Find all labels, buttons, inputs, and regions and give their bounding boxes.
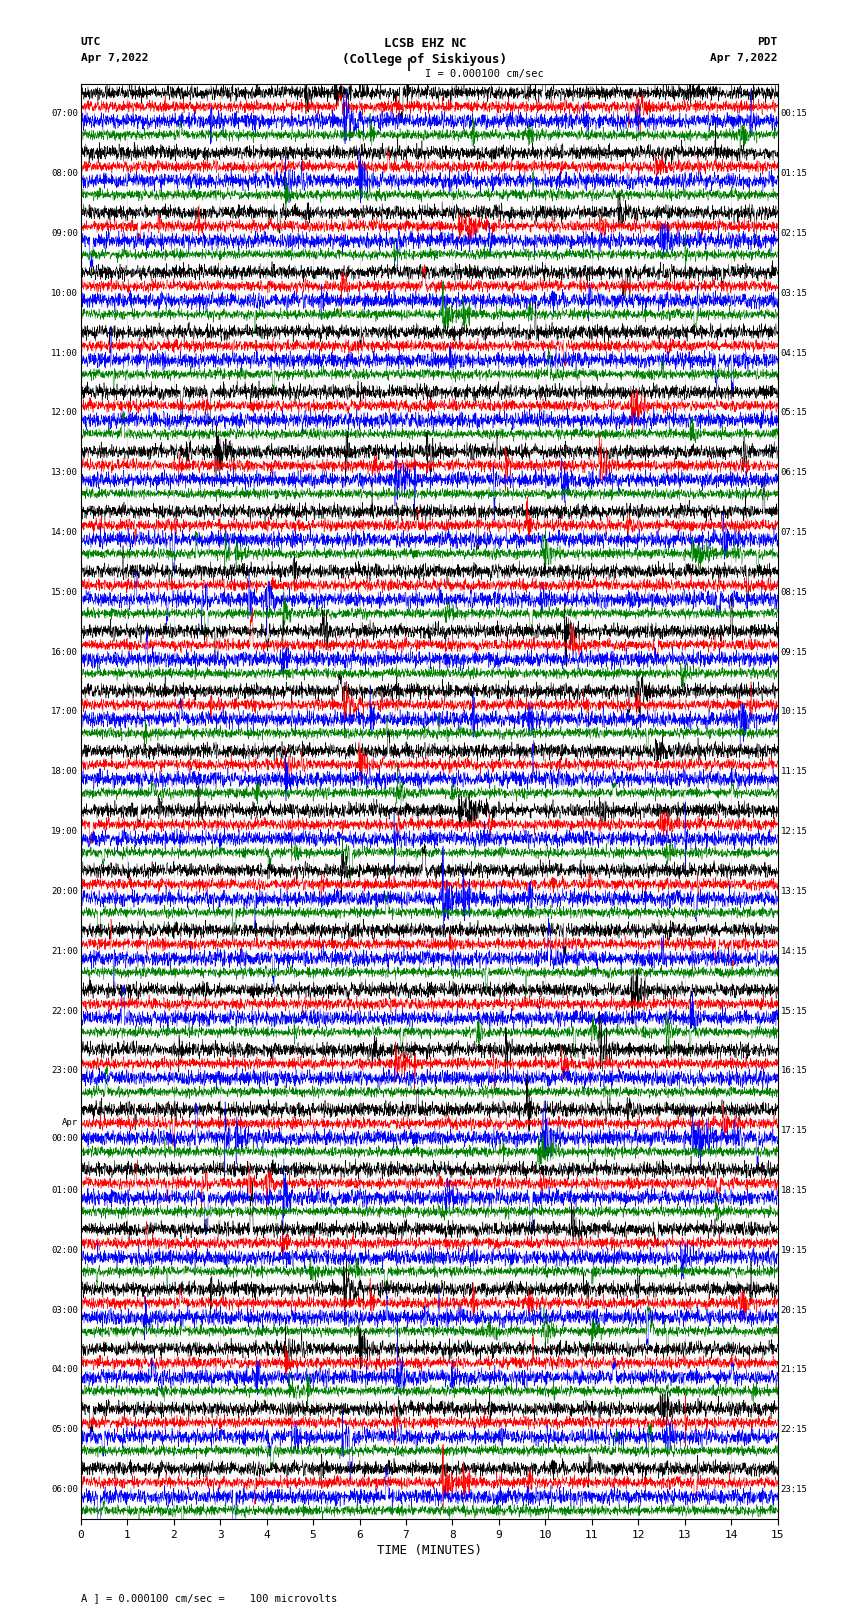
Text: 04:15: 04:15 bbox=[780, 348, 808, 358]
Text: (College of Siskiyous): (College of Siskiyous) bbox=[343, 53, 507, 66]
Text: 21:15: 21:15 bbox=[780, 1366, 808, 1374]
Text: 00:00: 00:00 bbox=[51, 1134, 78, 1144]
Text: 09:00: 09:00 bbox=[51, 229, 78, 237]
Text: 05:15: 05:15 bbox=[780, 408, 808, 418]
Text: 22:00: 22:00 bbox=[51, 1007, 78, 1016]
Text: Apr 7,2022: Apr 7,2022 bbox=[81, 53, 148, 63]
Text: 01:15: 01:15 bbox=[780, 169, 808, 177]
Text: 02:00: 02:00 bbox=[51, 1245, 78, 1255]
Text: 07:00: 07:00 bbox=[51, 110, 78, 118]
Text: 14:00: 14:00 bbox=[51, 527, 78, 537]
Text: Apr: Apr bbox=[62, 1118, 78, 1127]
Text: UTC: UTC bbox=[81, 37, 101, 47]
Text: 15:15: 15:15 bbox=[780, 1007, 808, 1016]
Text: PDT: PDT bbox=[757, 37, 778, 47]
X-axis label: TIME (MINUTES): TIME (MINUTES) bbox=[377, 1544, 482, 1557]
Text: 21:00: 21:00 bbox=[51, 947, 78, 955]
Text: 16:15: 16:15 bbox=[780, 1066, 808, 1076]
Text: 08:15: 08:15 bbox=[780, 587, 808, 597]
Text: 10:00: 10:00 bbox=[51, 289, 78, 298]
Text: 03:15: 03:15 bbox=[780, 289, 808, 298]
Text: 12:15: 12:15 bbox=[780, 827, 808, 836]
Text: 18:00: 18:00 bbox=[51, 768, 78, 776]
Text: 17:00: 17:00 bbox=[51, 708, 78, 716]
Text: 22:15: 22:15 bbox=[780, 1426, 808, 1434]
Text: 18:15: 18:15 bbox=[780, 1186, 808, 1195]
Text: 05:00: 05:00 bbox=[51, 1426, 78, 1434]
Text: 11:15: 11:15 bbox=[780, 768, 808, 776]
Text: 06:00: 06:00 bbox=[51, 1486, 78, 1494]
Text: 17:15: 17:15 bbox=[780, 1126, 808, 1136]
Text: 09:15: 09:15 bbox=[780, 648, 808, 656]
Text: 23:00: 23:00 bbox=[51, 1066, 78, 1076]
Text: 19:15: 19:15 bbox=[780, 1245, 808, 1255]
Text: 13:00: 13:00 bbox=[51, 468, 78, 477]
Text: 03:00: 03:00 bbox=[51, 1305, 78, 1315]
Text: 14:15: 14:15 bbox=[780, 947, 808, 955]
Text: 20:15: 20:15 bbox=[780, 1305, 808, 1315]
Text: 08:00: 08:00 bbox=[51, 169, 78, 177]
Text: 12:00: 12:00 bbox=[51, 408, 78, 418]
Text: 01:00: 01:00 bbox=[51, 1186, 78, 1195]
Text: 02:15: 02:15 bbox=[780, 229, 808, 237]
Text: 07:15: 07:15 bbox=[780, 527, 808, 537]
Text: 15:00: 15:00 bbox=[51, 587, 78, 597]
Text: 11:00: 11:00 bbox=[51, 348, 78, 358]
Text: 00:15: 00:15 bbox=[780, 110, 808, 118]
Text: Apr 7,2022: Apr 7,2022 bbox=[711, 53, 778, 63]
Text: 20:00: 20:00 bbox=[51, 887, 78, 895]
Text: 23:15: 23:15 bbox=[780, 1486, 808, 1494]
Text: LCSB EHZ NC: LCSB EHZ NC bbox=[383, 37, 467, 50]
Text: 10:15: 10:15 bbox=[780, 708, 808, 716]
Text: 06:15: 06:15 bbox=[780, 468, 808, 477]
Text: 16:00: 16:00 bbox=[51, 648, 78, 656]
Text: 04:00: 04:00 bbox=[51, 1366, 78, 1374]
Text: I = 0.000100 cm/sec: I = 0.000100 cm/sec bbox=[425, 69, 544, 79]
Text: A ] = 0.000100 cm/sec =    100 microvolts: A ] = 0.000100 cm/sec = 100 microvolts bbox=[81, 1594, 337, 1603]
Text: 13:15: 13:15 bbox=[780, 887, 808, 895]
Text: 19:00: 19:00 bbox=[51, 827, 78, 836]
